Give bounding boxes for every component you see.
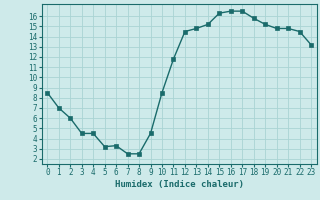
X-axis label: Humidex (Indice chaleur): Humidex (Indice chaleur) xyxy=(115,180,244,189)
